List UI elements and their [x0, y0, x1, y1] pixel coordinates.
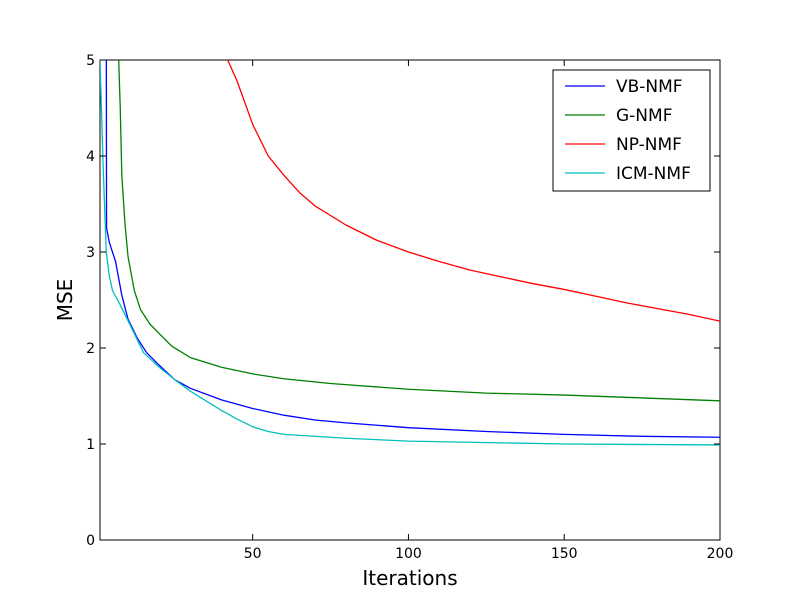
series-line-vb-nmf	[105, 60, 720, 438]
series-line-np-nmf	[227, 60, 720, 322]
series-layer	[100, 60, 720, 446]
y-tick-label: 2	[86, 341, 95, 357]
x-tick-label: 50	[244, 546, 262, 562]
y-tick-label: 3	[86, 245, 95, 261]
y-tick-label: 0	[86, 533, 95, 549]
x-axis-title: Iterations	[362, 566, 457, 590]
legend-label-g-nmf: G-NMF	[616, 106, 672, 126]
x-tick-label: 200	[707, 546, 734, 562]
y-axis-title: MSE	[53, 279, 77, 322]
x-tick-label: 150	[551, 546, 578, 562]
tick-layer: 50 100 150 200 0 1 2 3 4 5	[86, 53, 733, 562]
y-tick-label: 5	[86, 53, 95, 69]
series-line-g-nmf	[118, 60, 720, 402]
y-tick-label: 1	[86, 437, 95, 453]
series-line-icm-nmf	[100, 60, 720, 446]
legend-label-icm-nmf: ICM-NMF	[616, 164, 691, 184]
x-tick-label: 100	[395, 546, 422, 562]
legend: VB-NMF G-NMF NP-NMF ICM-NMF	[552, 69, 711, 192]
y-tick-label: 4	[86, 149, 95, 165]
legend-box	[552, 69, 711, 192]
legend-label-vb-nmf: VB-NMF	[616, 77, 683, 97]
legend-label-np-nmf: NP-NMF	[616, 135, 682, 155]
